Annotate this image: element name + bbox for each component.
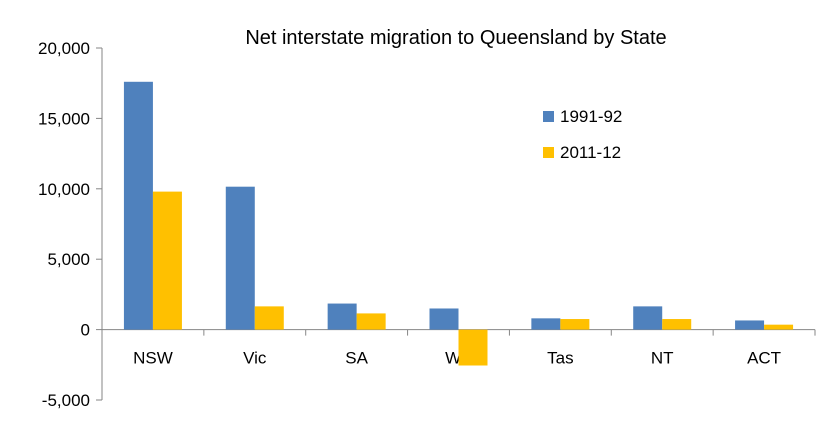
bar-nsw-1991-92 xyxy=(123,81,153,330)
bar-vic-1991-92 xyxy=(225,186,255,330)
chart-title: Net interstate migration to Queensland b… xyxy=(245,27,666,49)
bar-tas-1991-92 xyxy=(531,318,561,330)
bar-act-2011-12 xyxy=(764,324,794,330)
bar-wa-1991-92 xyxy=(429,308,459,330)
bar-nt-2011-12 xyxy=(662,319,692,330)
bar-sa-2011-12 xyxy=(356,313,386,330)
bar-nt-1991-92 xyxy=(633,306,663,330)
y-tick-label: 10,000 xyxy=(38,180,90,199)
y-axis: 20,000 15,000 10,000 5,000 0 -5,000 xyxy=(38,39,103,410)
y-tick-label: 0 xyxy=(81,321,90,340)
y-tick-label: 15,000 xyxy=(38,109,90,128)
legend-label: 2011-12 xyxy=(560,143,621,162)
x-tick-label: NSW xyxy=(133,349,173,368)
x-tick-label: Tas xyxy=(547,349,573,368)
bars xyxy=(123,81,794,366)
x-tick-label: ACT xyxy=(747,349,781,368)
legend: 1991-92 2011-12 xyxy=(543,107,622,162)
x-tick-label: SA xyxy=(345,349,368,368)
legend-label: 1991-92 xyxy=(560,107,622,126)
y-tick-label: 5,000 xyxy=(47,250,90,269)
bar-nsw-2011-12 xyxy=(152,191,182,330)
legend-swatch xyxy=(543,111,554,122)
x-tick-label: NT xyxy=(651,349,674,368)
x-tick-label: Vic xyxy=(243,349,267,368)
bar-sa-1991-92 xyxy=(327,303,357,330)
y-tick-label: -5,000 xyxy=(42,391,90,410)
bar-act-1991-92 xyxy=(735,320,765,330)
bar-vic-2011-12 xyxy=(254,306,284,330)
y-tick-label: 20,000 xyxy=(38,39,90,58)
legend-swatch xyxy=(543,147,554,158)
bar-tas-2011-12 xyxy=(560,319,590,330)
bar-wa-2011-12 xyxy=(458,329,488,366)
